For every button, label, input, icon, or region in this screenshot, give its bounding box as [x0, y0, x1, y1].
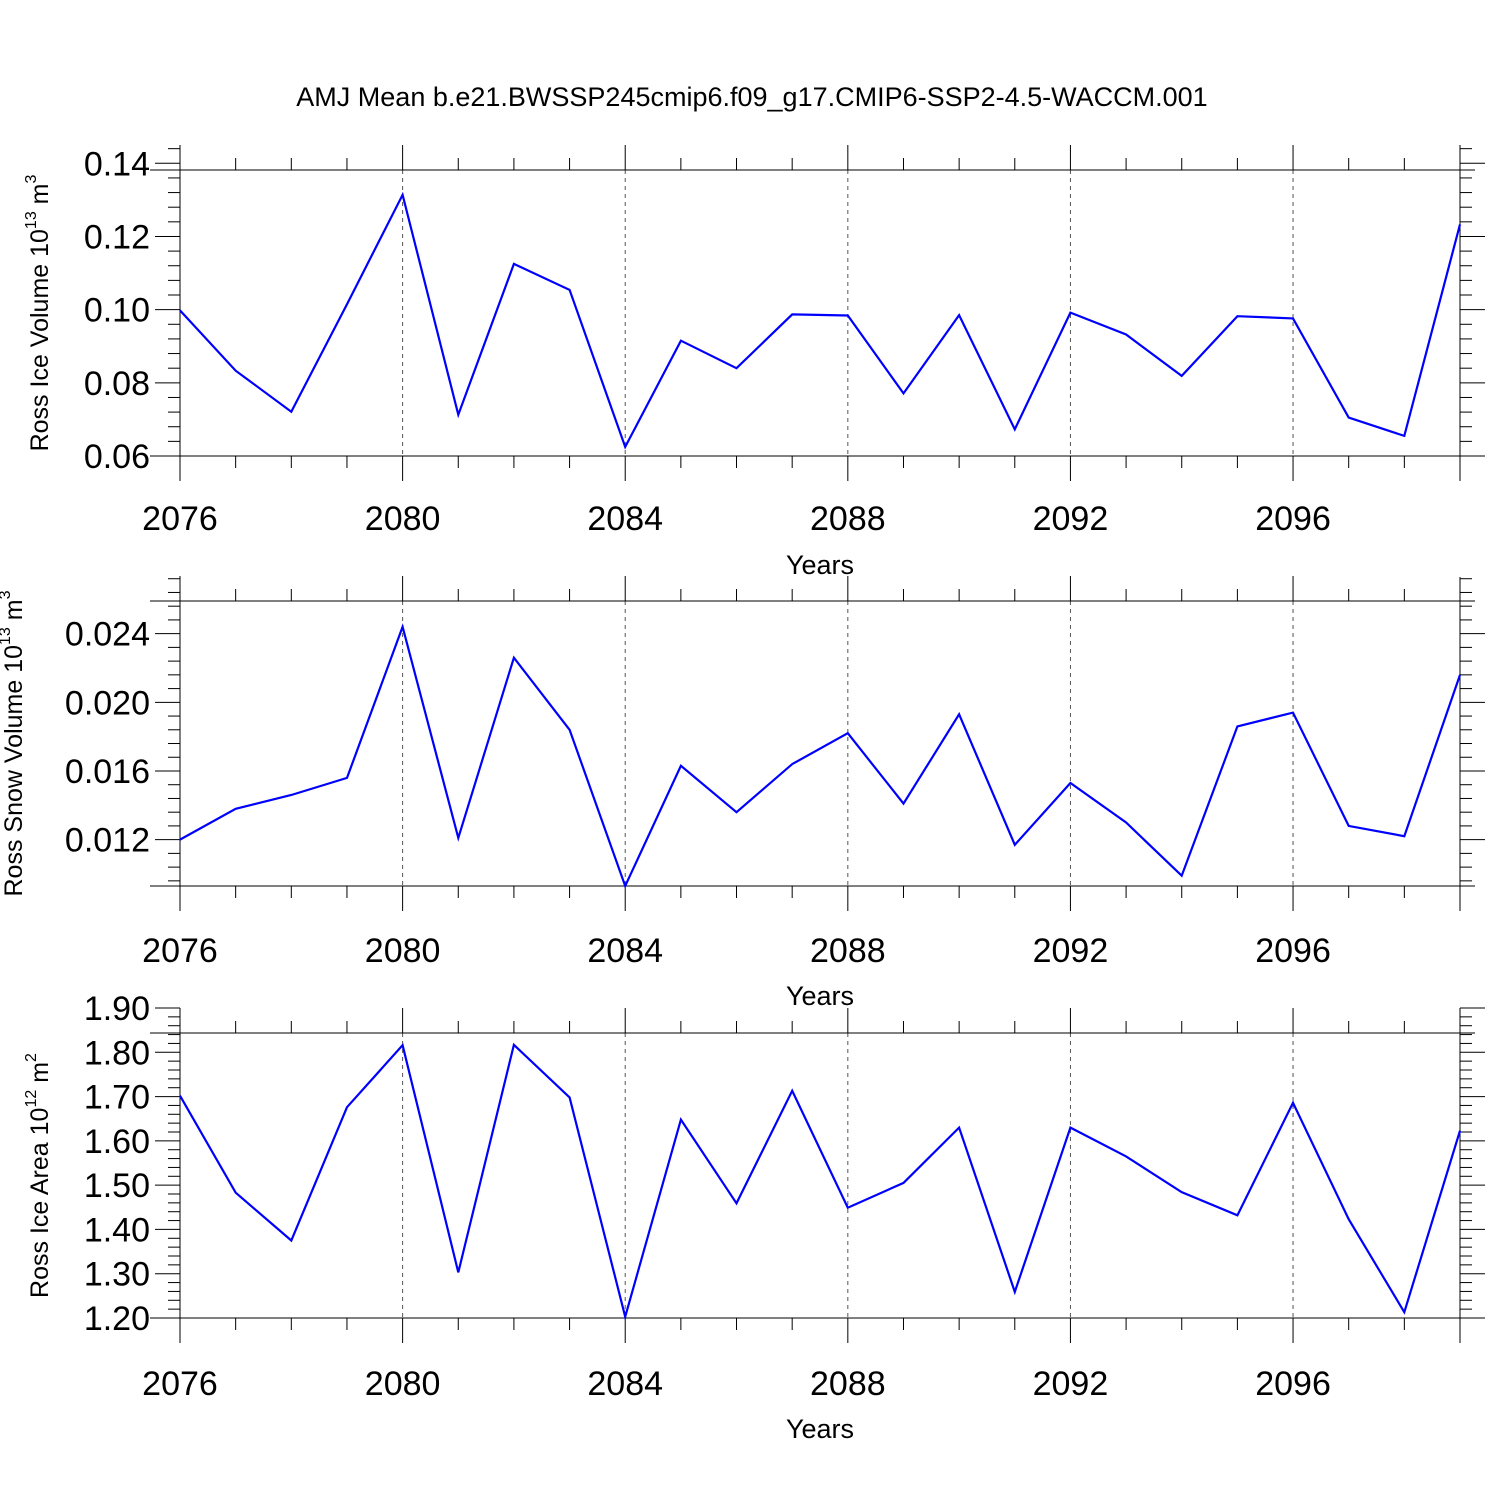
y-axis-label-text: m — [26, 1062, 54, 1090]
chart-panel-2: 0.012 0.016 0.020 0.024 2076 2080 2084 2088 2092… — [0, 576, 1485, 1011]
x-tick-label: 2080 — [365, 1365, 441, 1403]
y-axis-label-exponent: 13 — [23, 211, 40, 229]
x-tick-label: 2080 — [365, 500, 441, 538]
x-tick-label: 2092 — [1033, 932, 1109, 970]
y-tick-label: 1.30 — [84, 1256, 150, 1294]
y-axis-label-text: Ross Snow Volume 10 — [0, 645, 28, 897]
y-axis-label-text: Ross Ice Area 10 — [26, 1108, 54, 1298]
x-tick-label: 2084 — [587, 500, 663, 538]
figure-title: AMJ Mean b.e21.BWSSP245cmip6.f09_g17.CMI… — [296, 82, 1207, 112]
chart-panel-3: 1.20 1.30 1.40 1.50 1.60 1.70 1.80 1.90 2076 2080… — [23, 990, 1485, 1444]
y-tick-label: 1.40 — [84, 1211, 150, 1249]
y-tick-label: 0.14 — [84, 145, 150, 183]
x-tick-label: 2092 — [1033, 1365, 1109, 1403]
series-line — [179, 623, 1462, 889]
x-tick-label: 2096 — [1255, 932, 1331, 970]
y-tick-label: 1.70 — [84, 1079, 150, 1117]
y-tick-label: 0.024 — [65, 616, 150, 654]
y-axis-label: Ross Ice Area 1012 m2 — [23, 1053, 54, 1298]
x-tick-label: 2084 — [587, 1365, 663, 1403]
x-tick-label: 2096 — [1255, 500, 1331, 538]
x-axis-label: Years — [786, 550, 854, 580]
x-axis-label: Years — [786, 981, 854, 1011]
y-tick-label: 1.20 — [84, 1300, 150, 1338]
y-axis-label-text: m — [0, 599, 28, 627]
x-tick-label: 2076 — [142, 1365, 218, 1403]
x-tick-label: 2088 — [810, 932, 886, 970]
y-axis-label: Ross Snow Volume 1013 m3 — [0, 590, 28, 896]
y-axis-label-exponent: 2 — [23, 1053, 40, 1062]
y-tick-label: 0.06 — [84, 438, 150, 476]
series-line — [179, 1042, 1462, 1321]
y-axis-label-text: m — [26, 183, 54, 211]
y-tick-label: 0.12 — [84, 218, 150, 256]
chart-panel-1: 0.06 0.08 0.10 0.12 0.14 2076 2080 2084 2088 2092… — [23, 145, 1485, 580]
x-tick-label: 2084 — [587, 932, 663, 970]
y-axis-label-exponent: 3 — [0, 590, 14, 599]
x-tick-label: 2080 — [365, 932, 441, 970]
y-axis-label-exponent: 3 — [23, 174, 40, 183]
series-line — [179, 191, 1462, 450]
y-axis-label-exponent: 13 — [0, 627, 14, 645]
y-tick-label: 0.020 — [65, 684, 150, 722]
x-axis-label: Years — [786, 1414, 854, 1444]
y-tick-label: 1.80 — [84, 1034, 150, 1072]
y-tick-label: 1.50 — [84, 1167, 150, 1205]
y-axis-label-text: Ross Ice Volume 10 — [26, 229, 54, 451]
y-axis-label-exponent: 12 — [23, 1090, 40, 1108]
x-tick-label: 2092 — [1033, 500, 1109, 538]
y-axis-label: Ross Ice Volume 1013 m3 — [23, 174, 54, 451]
y-tick-label: 1.90 — [84, 990, 150, 1028]
x-tick-label: 2088 — [810, 1365, 886, 1403]
x-tick-label: 2088 — [810, 500, 886, 538]
x-tick-label: 2076 — [142, 932, 218, 970]
y-tick-label: 0.10 — [84, 292, 150, 330]
y-tick-label: 0.016 — [65, 753, 150, 791]
x-tick-label: 2076 — [142, 500, 218, 538]
y-tick-label: 0.08 — [84, 365, 150, 403]
y-tick-label: 1.60 — [84, 1123, 150, 1161]
y-tick-label: 0.012 — [65, 822, 150, 860]
x-tick-label: 2096 — [1255, 1365, 1331, 1403]
